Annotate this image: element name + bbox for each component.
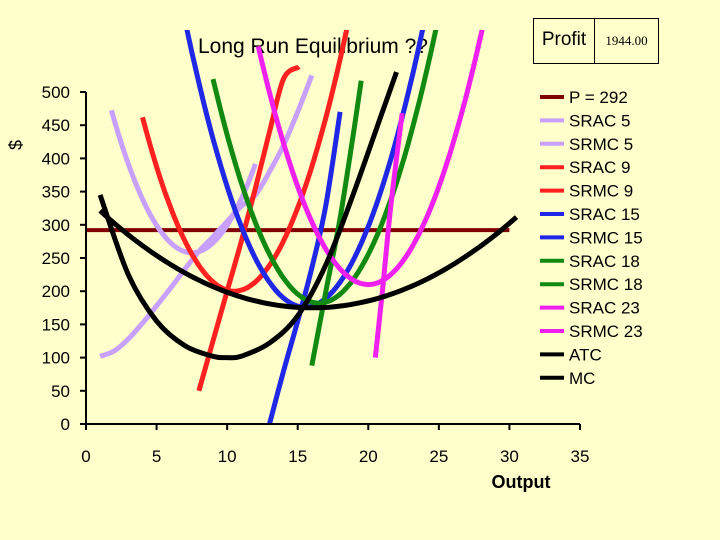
y-tick-label: 150 (42, 315, 70, 334)
profit-label: Profit (534, 19, 595, 63)
profit-table: Profit 1944.00 (533, 18, 659, 64)
legend-label-srmc-15: SRMC 15 (569, 228, 643, 247)
y-tick-label: 350 (42, 183, 70, 202)
x-tick-label: 35 (571, 447, 590, 466)
x-tick-label: 20 (359, 447, 378, 466)
y-tick-label: 100 (42, 349, 70, 368)
legend-label-srmc-9: SRMC 9 (569, 182, 633, 201)
y-tick-label: 450 (42, 116, 70, 135)
y-axis-label: $ (6, 140, 26, 150)
legend-label-srmc-18: SRMC 18 (569, 275, 643, 294)
x-tick-label: 10 (218, 447, 237, 466)
legend-label-srac-5: SRAC 5 (569, 111, 630, 130)
y-tick-label: 0 (61, 415, 70, 434)
chart-title: Long Run Equilibrium ?? (198, 35, 428, 58)
legend-label-p-292: P = 292 (569, 88, 628, 107)
x-tick-label: 15 (288, 447, 307, 466)
legend-label-mc: MC (569, 369, 595, 388)
legend-label-srac-18: SRAC 18 (569, 252, 640, 271)
legend-label-srac-9: SRAC 9 (569, 158, 630, 177)
y-tick-label: 250 (42, 249, 70, 268)
x-tick-label: 25 (429, 447, 448, 466)
legend-label-srmc-5: SRMC 5 (569, 135, 633, 154)
x-tick-label: 0 (81, 447, 90, 466)
axes: 0 50 100 150 200 250 300 350 400 450 500 0 5 10 15 20 25… (42, 83, 590, 466)
legend-label-srac-15: SRAC 15 (569, 205, 640, 224)
y-tick-label: 500 (42, 83, 70, 102)
y-tick-label: 50 (51, 382, 70, 401)
legend-label-srmc-23: SRMC 23 (569, 322, 643, 341)
profit-value: 1944.00 (595, 19, 658, 63)
legend-label-srac-23: SRAC 23 (569, 299, 640, 318)
x-axis-label: Output (492, 472, 551, 492)
legend: P = 292 SRAC 5 SRMC 5 SRAC 9 SRMC 9 SRAC 15 SR… (540, 88, 643, 388)
y-tick-label: 300 (42, 216, 70, 235)
legend-label-atc: ATC (569, 345, 602, 364)
x-tick-label: 5 (152, 447, 161, 466)
y-tick-label: 400 (42, 149, 70, 168)
series-line-atc (100, 211, 516, 308)
y-tick-label: 200 (42, 282, 70, 301)
x-tick-label: 30 (500, 447, 519, 466)
